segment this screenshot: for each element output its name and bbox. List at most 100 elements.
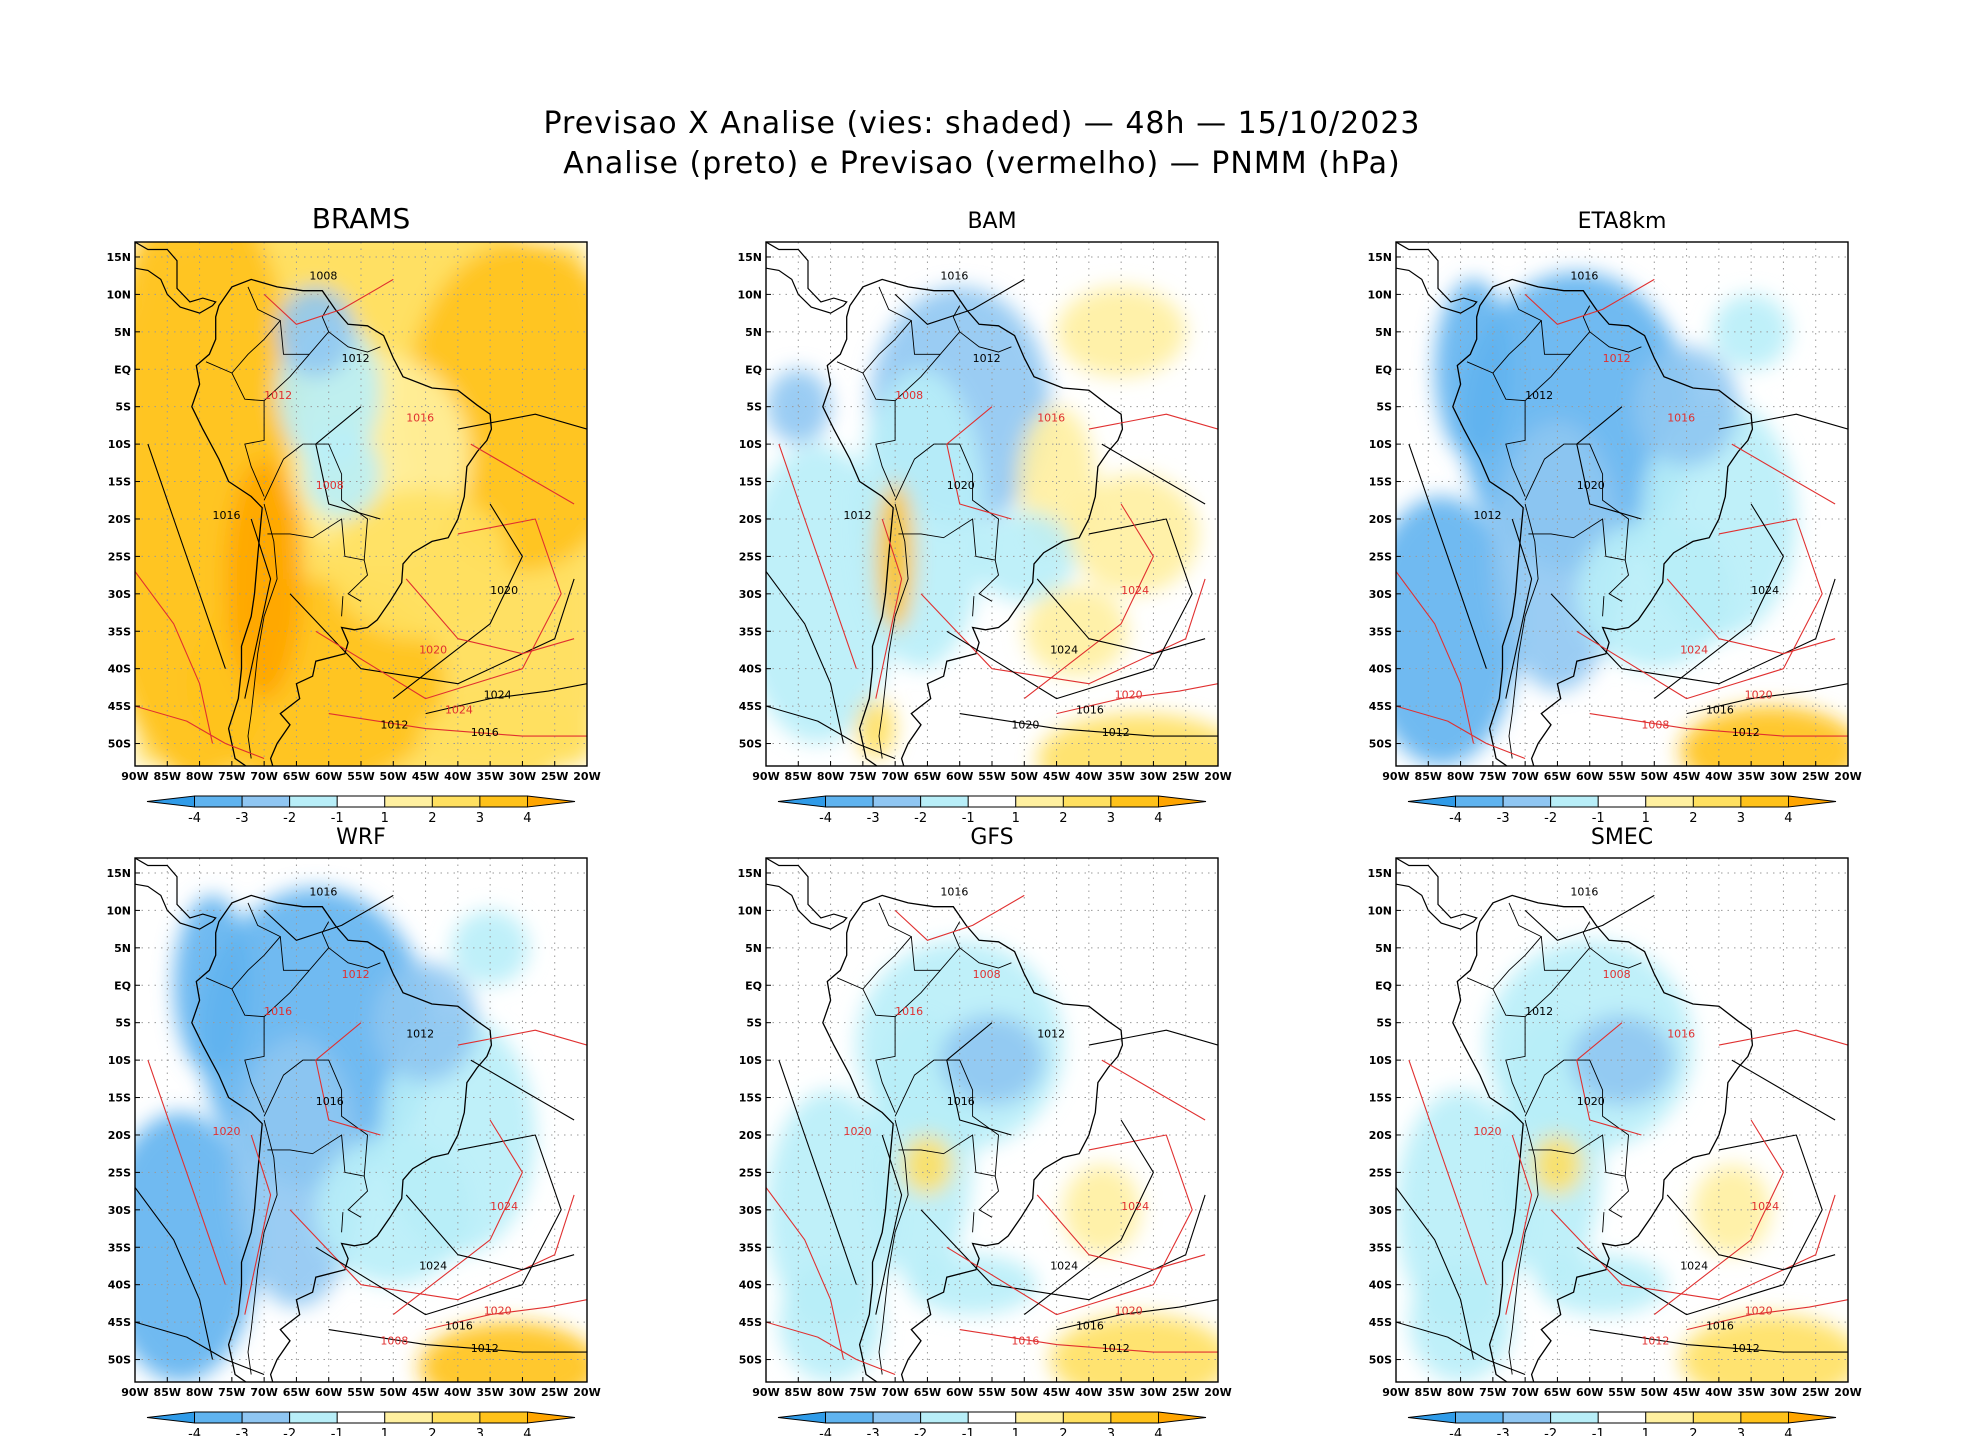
lat-tick-label: 10N	[737, 904, 762, 917]
lat-tick-label: 10S	[108, 438, 131, 451]
analysis-isobar	[263, 894, 394, 941]
colorbar-label: -2	[1544, 1427, 1557, 1436]
lon-tick-label: 80W	[186, 770, 213, 783]
lat-tick-label: 25S	[108, 1166, 131, 1179]
analysis-isobar	[946, 1022, 1012, 1136]
lon-tick-label: 65W	[1544, 1386, 1571, 1399]
lat-tick-label: 50S	[108, 1354, 131, 1367]
lon-tick-label: 65W	[283, 1386, 310, 1399]
central-america-coastline	[766, 242, 848, 314]
lat-tick-label: 10S	[1369, 438, 1392, 451]
lon-tick-label: 55W	[1608, 1386, 1635, 1399]
colorbar-segment	[967, 795, 1017, 808]
isobar-label: 1016	[1706, 704, 1734, 717]
analysis-isobar	[392, 503, 523, 700]
lon-tick-label: 50W	[380, 770, 407, 783]
lon-tick-label: 30W	[1140, 770, 1167, 783]
forecast-isobar	[1666, 578, 1836, 655]
lat-tick-label: 15S	[739, 476, 762, 489]
colorbar-label: -3	[236, 811, 249, 826]
lon-tick-label: 25W	[541, 770, 568, 783]
isobar-label: 1012	[1473, 509, 1501, 522]
lat-tick-label: 10N	[106, 288, 131, 301]
colorbar-label: -2	[914, 1427, 927, 1436]
analysis-isobar	[766, 705, 896, 760]
colorbar-label: -2	[283, 1427, 296, 1436]
lon-tick-label: 25W	[1802, 770, 1829, 783]
isobar-label: 1020	[843, 1125, 871, 1138]
forecast-isobar	[1396, 705, 1526, 760]
lon-tick-label: 70W	[881, 770, 908, 783]
colorbar-label: -4	[819, 811, 832, 826]
country-border	[1466, 286, 1543, 374]
isobar-label: 1024	[1050, 644, 1078, 657]
country-border	[231, 988, 265, 1113]
colorbar-label: -3	[236, 1427, 249, 1436]
colorbar-label: 2	[1059, 811, 1067, 826]
forecast-isobar	[946, 406, 1012, 520]
lat-tick-label: 40S	[1369, 663, 1392, 676]
country-border	[898, 1134, 999, 1218]
forecast-isobar	[894, 894, 1025, 941]
analysis-isobar	[1088, 1029, 1218, 1046]
forecast-isobar	[1505, 1134, 1533, 1315]
analysis-isobar	[1653, 503, 1784, 700]
isobar-label: 1024	[490, 1200, 518, 1213]
isobar-label: 1016	[1570, 885, 1598, 898]
colorbar-segment	[1597, 795, 1647, 808]
lat-tick-label: 45S	[1369, 1316, 1392, 1329]
analysis-isobar	[778, 1059, 857, 1285]
lon-tick-label: 65W	[914, 1386, 941, 1399]
lat-tick-label: 15S	[108, 476, 131, 489]
isobar-label: 1012	[973, 352, 1001, 365]
isobar-label: 1016	[1667, 1028, 1695, 1041]
country-border	[267, 1134, 368, 1218]
colorbar-label: -1	[331, 811, 344, 826]
central-america-coastline	[766, 858, 848, 930]
lat-tick-label: EQ	[1375, 979, 1392, 992]
lon-tick-label: 75W	[1479, 770, 1506, 783]
colorbar: -4 -3 -2 -1 1 2 3 4	[146, 1411, 576, 1436]
country-border	[959, 947, 1012, 969]
analysis-isobar	[1101, 443, 1206, 505]
isobar-label: 1008	[973, 968, 1001, 981]
colorbar-segment	[1110, 795, 1159, 808]
figure-title-line-2: Analise (preto) e Previsao (vermelho) — …	[563, 146, 1401, 181]
colorbar-label: -2	[283, 811, 296, 826]
lat-tick-label: 10S	[1369, 1054, 1392, 1067]
lon-tick-label: 30W	[1770, 770, 1797, 783]
lon-tick-label: 75W	[1479, 1386, 1506, 1399]
lon-tick-label: 65W	[914, 770, 941, 783]
forecast-isobar	[457, 1029, 587, 1046]
isobar-label: 1016	[1570, 269, 1598, 282]
analysis-isobar	[405, 1194, 575, 1271]
country-border	[247, 1119, 278, 1375]
forecast-isobar	[405, 578, 575, 655]
analysis-isobar	[470, 1059, 575, 1121]
lon-tick-label: 20W	[1204, 770, 1231, 783]
analysis-isobar	[959, 713, 1218, 737]
lon-tick-label: 85W	[154, 1386, 181, 1399]
colorbar-label: 1	[381, 1427, 389, 1436]
lat-tick-label: 15N	[737, 251, 762, 264]
colorbar-label: 3	[1737, 1427, 1745, 1436]
lon-tick-label: 60W	[946, 770, 973, 783]
isobar-label: 1020	[1577, 479, 1605, 492]
colorbar-label: -1	[1592, 1427, 1605, 1436]
colorbar-label: 1	[381, 811, 389, 826]
isobars	[135, 278, 587, 760]
colorbar-segment	[1455, 795, 1504, 808]
lon-tick-label: 20W	[573, 770, 600, 783]
lat-tick-label: 15N	[106, 251, 131, 264]
country-border	[1492, 372, 1526, 497]
lon-tick-label: 45W	[412, 770, 439, 783]
country-border	[894, 354, 941, 402]
isobar-label: 1024	[1680, 644, 1708, 657]
lon-tick-label: 90W	[752, 770, 779, 783]
isobar-label: 1008	[316, 479, 344, 492]
country-border	[263, 1059, 368, 1177]
colorbar-segment	[1157, 795, 1207, 808]
country-border	[894, 1059, 999, 1177]
lon-tick-label: 30W	[509, 1386, 536, 1399]
